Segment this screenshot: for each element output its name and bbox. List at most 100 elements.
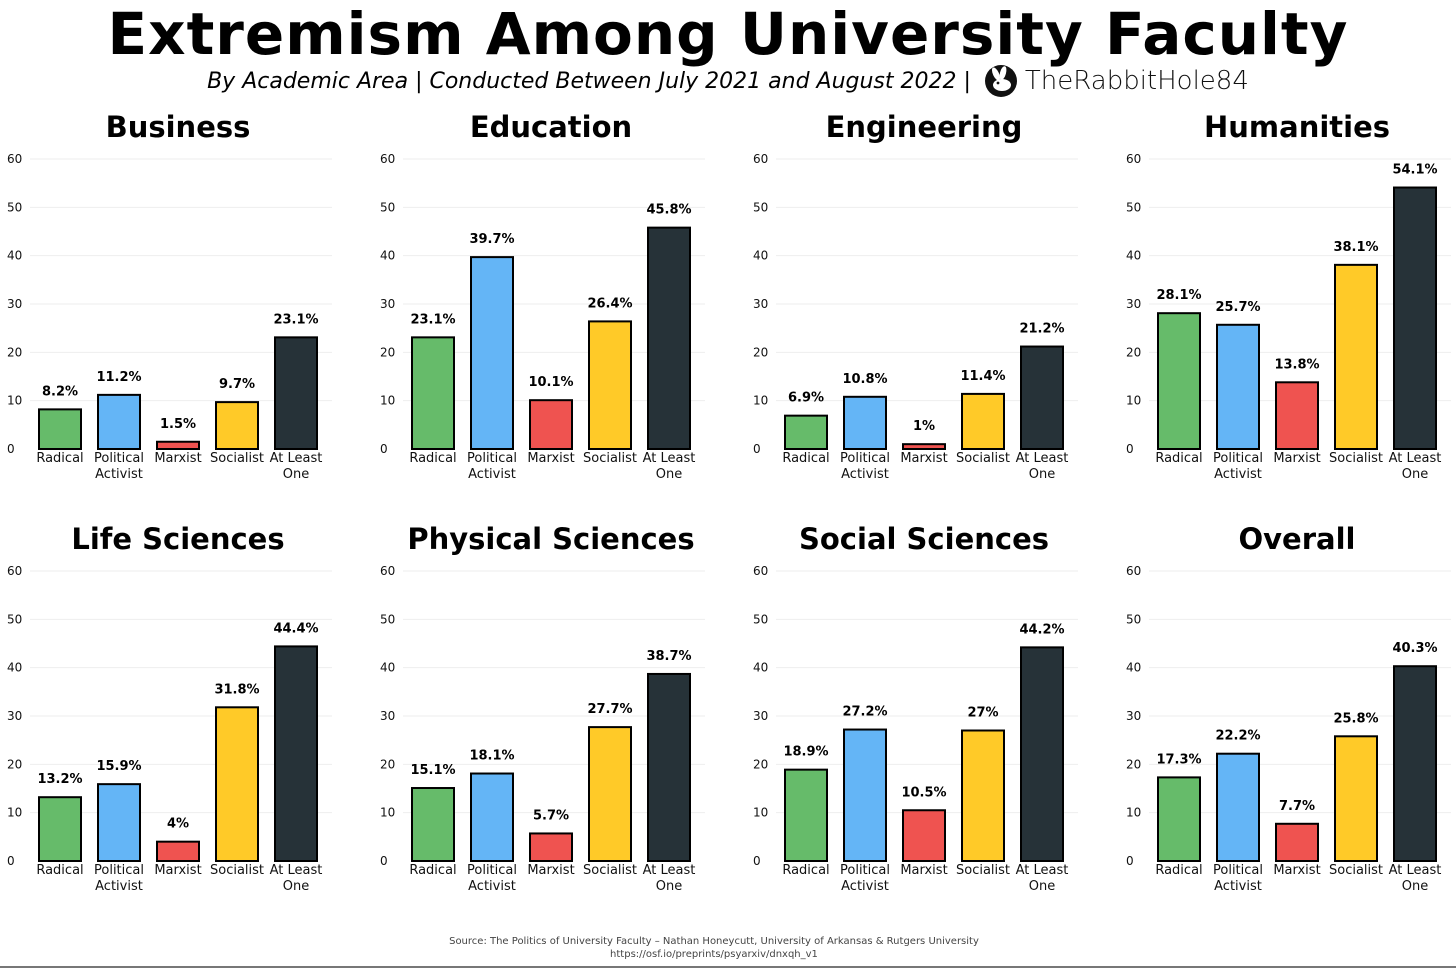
y-tick-label: 0	[1126, 854, 1134, 868]
data-label: 17.3%	[1156, 752, 1201, 767]
y-tick-label: 20	[1126, 757, 1141, 771]
data-label: 11.2%	[96, 370, 141, 385]
x-tick-label: Radical	[782, 451, 829, 466]
data-label: 21.2%	[1019, 322, 1064, 337]
bar-life-sciences-radical	[38, 796, 82, 863]
data-label: 18.1%	[469, 749, 514, 764]
x-tick-label: One	[656, 879, 682, 894]
x-tick-label: At Least	[1016, 863, 1069, 878]
x-tick-label: Socialist	[956, 863, 1010, 878]
x-tick-label: Socialist	[1329, 451, 1383, 466]
data-label: 8.2%	[42, 384, 78, 399]
chart-title-physical-sciences: Physical Sciences	[407, 522, 694, 556]
data-label: 13.8%	[1274, 357, 1319, 372]
y-tick-label: 10	[753, 394, 768, 408]
x-tick-label: One	[656, 467, 682, 482]
y-tick-label: 10	[1126, 806, 1141, 820]
x-tick-label: Activist	[468, 467, 516, 482]
y-tick-label: 0	[380, 854, 388, 868]
y-tick-label: 40	[1126, 249, 1141, 263]
y-tick-label: 30	[1126, 709, 1141, 723]
data-label: 38.1%	[1333, 240, 1378, 255]
y-tick-label: 60	[1126, 564, 1141, 578]
bar-life-sciences-marxist	[156, 840, 200, 863]
x-tick-label: Radical	[36, 863, 83, 878]
y-tick-label: 40	[753, 249, 768, 263]
y-tick-label: 10	[753, 806, 768, 820]
chart-title-humanities: Humanities	[1204, 110, 1390, 144]
bar-education-socialist	[588, 320, 632, 450]
x-tick-label: Radical	[1155, 451, 1202, 466]
data-label: 28.1%	[1156, 288, 1201, 303]
y-tick-label: 50	[380, 612, 395, 626]
source-url: https://osf.io/preprints/psyarxiv/dnxqh_…	[610, 949, 818, 960]
x-tick-label: Activist	[841, 467, 889, 482]
data-label: 38.7%	[646, 649, 691, 664]
data-label: 26.4%	[587, 296, 632, 311]
bar-physical-sciences-radical	[411, 787, 455, 862]
data-label: 44.2%	[1019, 622, 1064, 637]
data-label: 10.5%	[901, 785, 946, 800]
subtitle-row: By Academic Area | Conducted Between Jul…	[0, 62, 1456, 100]
bar-education-at-least-one	[647, 226, 691, 450]
x-tick-label: Socialist	[1329, 863, 1383, 878]
y-tick-label: 20	[753, 757, 768, 771]
data-label: 25.7%	[1215, 300, 1260, 315]
y-tick-label: 10	[7, 806, 22, 820]
y-tick-label: 60	[753, 152, 768, 166]
x-tick-label: Radical	[409, 863, 456, 878]
rabbit-logo-icon	[984, 65, 1017, 97]
y-tick-label: 10	[1126, 394, 1141, 408]
y-tick-label: 50	[1126, 612, 1141, 626]
x-tick-label: One	[1402, 879, 1428, 894]
y-tick-label: 50	[753, 200, 768, 214]
chart-title-life-sciences: Life Sciences	[71, 522, 284, 556]
subtitle: By Academic Area | Conducted Between Jul…	[207, 68, 971, 94]
chart-title-education: Education	[470, 110, 632, 144]
charts-grid: Business 0 10 20 30 40 50 60 8.2% Radical 11.2% Pol…	[7, 110, 1451, 894]
data-label: 5.7%	[533, 808, 569, 823]
x-tick-label: One	[1402, 467, 1428, 482]
y-tick-label: 20	[7, 757, 22, 771]
data-label: 22.2%	[1215, 729, 1260, 744]
y-tick-label: 30	[753, 709, 768, 723]
bar-business-at-least-one	[274, 336, 318, 451]
x-tick-label: Political	[94, 863, 144, 878]
y-tick-label: 40	[380, 249, 395, 263]
y-tick-label: 60	[380, 152, 395, 166]
bar-overall-radical	[1157, 776, 1201, 863]
data-label: 54.1%	[1392, 163, 1437, 178]
x-tick-label: At Least	[1389, 863, 1442, 878]
y-tick-label: 20	[753, 345, 768, 359]
x-tick-label: Radical	[782, 863, 829, 878]
bar-life-sciences-political-activist	[97, 783, 141, 863]
x-tick-label: Marxist	[900, 451, 947, 466]
bar-overall-socialist	[1334, 735, 1378, 862]
y-tick-label: 60	[1126, 152, 1141, 166]
bar-business-political-activist	[97, 393, 141, 451]
data-label: 23.1%	[273, 312, 318, 327]
bar-social-sciences-radical	[784, 768, 828, 863]
x-tick-label: Marxist	[1273, 863, 1320, 878]
x-tick-label: One	[283, 879, 309, 894]
x-tick-label: Activist	[1214, 467, 1262, 482]
y-tick-label: 40	[380, 661, 395, 675]
bar-physical-sciences-at-least-one	[647, 672, 691, 863]
x-tick-label: Socialist	[210, 863, 264, 878]
x-tick-label: At Least	[643, 863, 696, 878]
y-tick-label: 10	[380, 394, 395, 408]
x-tick-label: At Least	[270, 863, 323, 878]
bar-humanities-political-activist	[1216, 323, 1260, 450]
x-tick-label: Marxist	[527, 863, 574, 878]
source-note: Source: The Politics of University Facul…	[0, 935, 1428, 961]
x-tick-label: Activist	[1214, 879, 1262, 894]
y-tick-label: 0	[753, 442, 761, 456]
x-tick-label: Activist	[95, 879, 143, 894]
y-tick-label: 20	[7, 345, 22, 359]
bar-life-sciences-at-least-one	[274, 645, 318, 863]
chart-title-business: Business	[106, 110, 251, 144]
chart-title-social-sciences: Social Sciences	[799, 522, 1049, 556]
x-tick-label: Socialist	[210, 451, 264, 466]
x-tick-label: Political	[467, 863, 517, 878]
data-label: 6.9%	[788, 391, 824, 406]
